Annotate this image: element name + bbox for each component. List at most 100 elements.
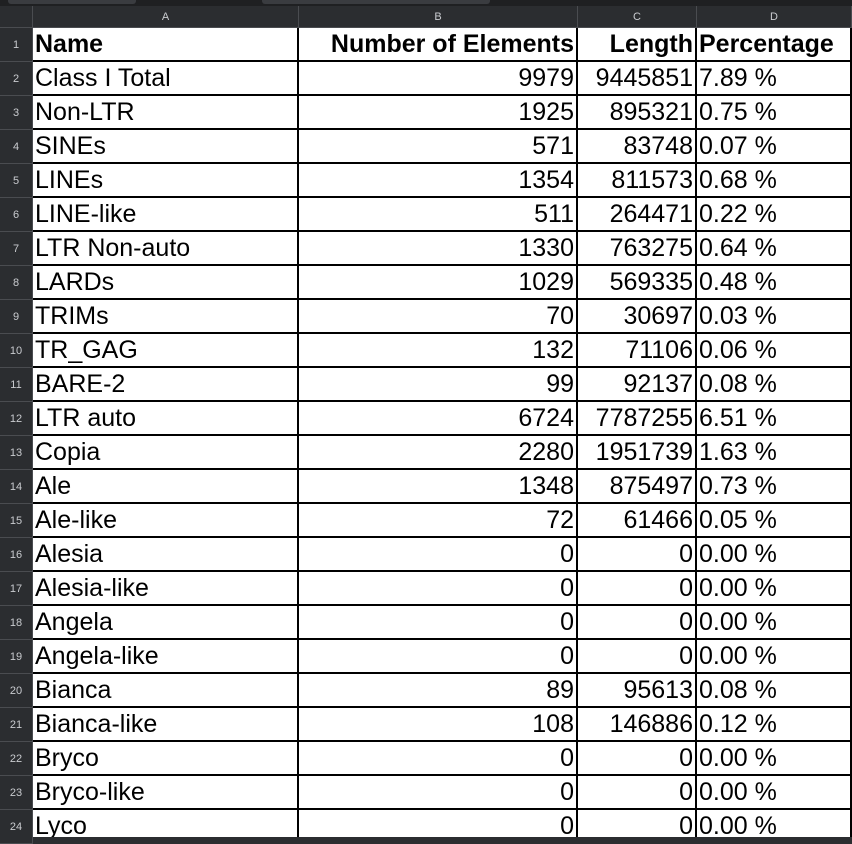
cell[interactable]: Length <box>578 28 697 62</box>
cell[interactable]: 61466 <box>578 504 697 538</box>
row-header[interactable]: 11 <box>0 368 33 402</box>
row-header[interactable]: 8 <box>0 266 33 300</box>
cell[interactable]: 1925 <box>299 96 578 130</box>
cell[interactable]: Class I Total <box>33 62 299 96</box>
cell[interactable]: TR_GAG <box>33 334 299 368</box>
row-header[interactable]: 24 <box>0 810 33 844</box>
row-header[interactable]: 10 <box>0 334 33 368</box>
row-header[interactable]: 16 <box>0 538 33 572</box>
row-header[interactable]: 18 <box>0 606 33 640</box>
cell[interactable]: Number of Elements <box>299 28 578 62</box>
cell[interactable]: 0.68 % <box>697 164 852 198</box>
row-header[interactable]: 20 <box>0 674 33 708</box>
cell[interactable]: 0.64 % <box>697 232 852 266</box>
cell[interactable]: 811573 <box>578 164 697 198</box>
row-header[interactable]: 21 <box>0 708 33 742</box>
cell[interactable]: 2280 <box>299 436 578 470</box>
cell[interactable]: 1029 <box>299 266 578 300</box>
cell[interactable]: 0.06 % <box>697 334 852 368</box>
cell[interactable]: Bryco-like <box>33 776 299 810</box>
select-all-corner[interactable] <box>0 6 33 28</box>
cell[interactable]: 763275 <box>578 232 697 266</box>
cell[interactable]: 0.22 % <box>697 198 852 232</box>
cell[interactable]: Bianca-like <box>33 708 299 742</box>
cell[interactable]: 1330 <box>299 232 578 266</box>
row-header[interactable]: 5 <box>0 164 33 198</box>
cell[interactable]: 0.00 % <box>697 742 852 776</box>
cell[interactable]: 0.00 % <box>697 810 852 837</box>
row-header[interactable]: 17 <box>0 572 33 606</box>
cell[interactable]: Percentage <box>697 28 852 62</box>
cell[interactable]: 0.00 % <box>697 776 852 810</box>
cell[interactable]: LINEs <box>33 164 299 198</box>
cell[interactable]: 1.63 % <box>697 436 852 470</box>
row-header[interactable]: 7 <box>0 232 33 266</box>
cell[interactable]: 132 <box>299 334 578 368</box>
cell[interactable]: Lyco <box>33 810 299 837</box>
row-header[interactable]: 3 <box>0 96 33 130</box>
cell[interactable]: 6724 <box>299 402 578 436</box>
cell[interactable]: LARDs <box>33 266 299 300</box>
toolbar-tab[interactable] <box>262 0 490 4</box>
toolbar-tab[interactable] <box>8 0 136 4</box>
cell[interactable]: LTR auto <box>33 402 299 436</box>
spreadsheet-grid[interactable]: Name Number of Elements Length Percentage Cl… <box>33 28 852 837</box>
cell[interactable]: BARE-2 <box>33 368 299 402</box>
column-header-b[interactable]: B <box>299 6 578 28</box>
cell[interactable]: LINE-like <box>33 198 299 232</box>
cell[interactable]: 0.00 % <box>697 538 852 572</box>
cell[interactable]: 0 <box>578 538 697 572</box>
row-header[interactable]: 14 <box>0 470 33 504</box>
cell[interactable]: 0.12 % <box>697 708 852 742</box>
row-header[interactable]: 4 <box>0 130 33 164</box>
cell[interactable]: 0.05 % <box>697 504 852 538</box>
cell[interactable]: Name <box>33 28 299 62</box>
cell[interactable]: 146886 <box>578 708 697 742</box>
cell[interactable]: 7.89 % <box>697 62 852 96</box>
cell[interactable]: 6.51 % <box>697 402 852 436</box>
cell[interactable]: Alesia <box>33 538 299 572</box>
cell[interactable]: 7787255 <box>578 402 697 436</box>
cell[interactable]: 71106 <box>578 334 697 368</box>
cell[interactable]: 0 <box>299 776 578 810</box>
cell[interactable]: Non-LTR <box>33 96 299 130</box>
row-header[interactable]: 9 <box>0 300 33 334</box>
cell[interactable]: 0.08 % <box>697 368 852 402</box>
cell[interactable]: 99 <box>299 368 578 402</box>
cell[interactable]: LTR Non-auto <box>33 232 299 266</box>
cell[interactable]: 569335 <box>578 266 697 300</box>
row-header[interactable]: 19 <box>0 640 33 674</box>
row-header[interactable]: 13 <box>0 436 33 470</box>
cell[interactable]: 875497 <box>578 470 697 504</box>
cell[interactable]: 1951739 <box>578 436 697 470</box>
cell[interactable]: TRIMs <box>33 300 299 334</box>
cell[interactable]: 0 <box>299 606 578 640</box>
row-header[interactable]: 1 <box>0 28 33 62</box>
cell[interactable]: 511 <box>299 198 578 232</box>
cell[interactable]: Copia <box>33 436 299 470</box>
cell[interactable]: 0 <box>578 742 697 776</box>
cell[interactable]: 0 <box>578 776 697 810</box>
column-header-c[interactable]: C <box>578 6 697 28</box>
cell[interactable]: 72 <box>299 504 578 538</box>
cell[interactable]: 0 <box>578 810 697 837</box>
row-header[interactable]: 23 <box>0 776 33 810</box>
cell[interactable]: SINEs <box>33 130 299 164</box>
cell[interactable]: 30697 <box>578 300 697 334</box>
cell[interactable]: 0 <box>299 742 578 776</box>
cell[interactable]: 0.07 % <box>697 130 852 164</box>
column-header-a[interactable]: A <box>33 6 299 28</box>
cell[interactable]: 264471 <box>578 198 697 232</box>
cell[interactable]: Alesia-like <box>33 572 299 606</box>
cell[interactable]: 9445851 <box>578 62 697 96</box>
cell[interactable]: 571 <box>299 130 578 164</box>
cell[interactable]: 0.73 % <box>697 470 852 504</box>
cell[interactable]: 108 <box>299 708 578 742</box>
cell[interactable]: 0 <box>299 572 578 606</box>
cell[interactable]: 0.48 % <box>697 266 852 300</box>
cell[interactable]: Angela-like <box>33 640 299 674</box>
cell[interactable]: Ale <box>33 470 299 504</box>
cell[interactable]: 0 <box>299 538 578 572</box>
cell[interactable]: 92137 <box>578 368 697 402</box>
cell[interactable]: 95613 <box>578 674 697 708</box>
